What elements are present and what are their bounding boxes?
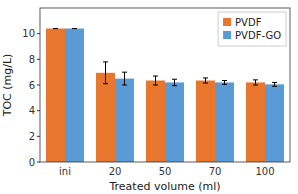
error-line <box>274 82 275 86</box>
error-cap <box>272 86 277 87</box>
error-cap <box>272 82 277 83</box>
error-line <box>105 62 106 84</box>
y-tick <box>37 59 40 60</box>
error-cap <box>222 84 227 85</box>
bar <box>46 29 65 162</box>
error-cap <box>172 85 177 86</box>
y-tick <box>37 33 40 34</box>
legend-frame <box>218 12 286 46</box>
bar <box>246 82 265 162</box>
legend-swatch <box>223 31 231 39</box>
error-bar <box>122 72 127 85</box>
error-cap <box>172 79 177 80</box>
error-cap <box>153 76 158 77</box>
error-cap <box>253 79 258 80</box>
error-bar <box>153 76 158 85</box>
error-cap <box>122 85 127 86</box>
error-cap <box>203 77 208 78</box>
error-line <box>224 81 225 85</box>
legend-swatch <box>223 18 231 26</box>
x-axis: ini 20 50 70 100 <box>59 166 275 177</box>
y-tick-label: 0 <box>29 157 35 168</box>
y-tick-label: 10 <box>22 28 35 39</box>
error-cap <box>103 83 108 84</box>
bar <box>196 81 215 162</box>
error-cap <box>203 83 208 84</box>
x-tick-label: 20 <box>109 166 122 177</box>
error-line <box>155 76 156 85</box>
error-line <box>255 80 256 85</box>
plot-frame <box>40 8 290 162</box>
error-cap <box>122 72 127 73</box>
error-bar <box>172 79 177 85</box>
bar <box>215 82 234 162</box>
y-tick-label: 4 <box>29 105 35 116</box>
legend: PVDF PVDF-GO <box>218 12 286 46</box>
error-cap <box>103 61 108 62</box>
y-tick-label: 6 <box>29 80 35 91</box>
legend-label: PVDF <box>235 17 262 28</box>
error-bar <box>53 28 58 29</box>
x-tick-label: 100 <box>255 166 274 177</box>
y-tick <box>37 110 40 111</box>
error-cap <box>222 80 227 81</box>
error-bar <box>103 62 108 84</box>
error-bar <box>222 81 227 85</box>
y-tick-label: 2 <box>29 131 35 142</box>
error-cap <box>72 28 77 29</box>
bar <box>115 79 134 162</box>
error-cap <box>53 28 58 29</box>
error-cap <box>253 85 258 86</box>
legend-label: PVDF-GO <box>235 30 281 41</box>
error-bar <box>253 80 258 85</box>
bar <box>65 29 84 162</box>
chart-svg: 0 2 4 6 8 10 ini 20 50 70 100 Treated volume (ml) TO… <box>0 0 298 194</box>
y-tick <box>37 136 40 137</box>
error-line <box>205 78 206 83</box>
x-tick-label: 50 <box>159 166 172 177</box>
y-axis-label: TOC (mg/L) <box>1 54 14 118</box>
error-line <box>124 72 125 85</box>
x-tick-label: ini <box>59 166 71 177</box>
error-line <box>174 79 175 85</box>
error-bar <box>72 28 77 29</box>
bar <box>146 81 165 162</box>
bar <box>165 82 184 162</box>
bar <box>265 84 284 162</box>
error-cap <box>153 85 158 86</box>
x-axis-label: Treated volume (ml) <box>108 180 220 193</box>
chart-container: 0 2 4 6 8 10 ini 20 50 70 100 Treated volume (ml) TO… <box>0 0 298 194</box>
error-cap <box>72 28 77 29</box>
y-tick <box>37 162 40 163</box>
bars <box>46 29 284 162</box>
bar <box>96 73 115 162</box>
y-tick-label: 8 <box>29 54 35 65</box>
y-tick <box>37 85 40 86</box>
error-cap <box>53 28 58 29</box>
x-tick-label: 70 <box>209 166 222 177</box>
y-axis: 0 2 4 6 8 10 <box>22 28 40 167</box>
error-bar <box>272 82 277 86</box>
error-bar <box>203 78 208 83</box>
